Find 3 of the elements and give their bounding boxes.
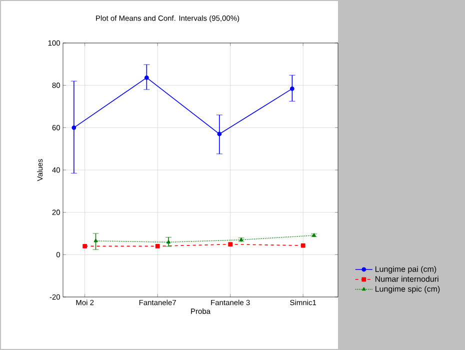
legend-label: Numar internoduri xyxy=(375,276,438,282)
legend-label: Lungime spic (cm) xyxy=(375,286,440,294)
legend-label: Lungime pai (cm) xyxy=(375,266,436,274)
